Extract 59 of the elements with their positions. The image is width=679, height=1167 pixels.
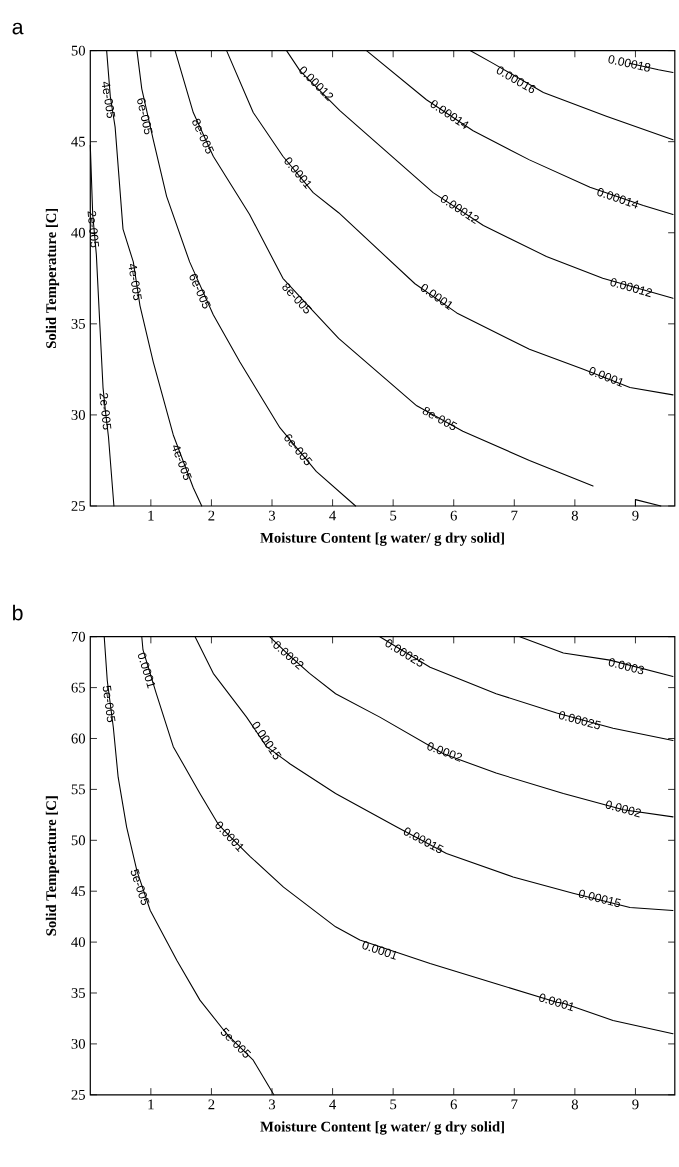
chart-title: a	[12, 22, 24, 35]
x-tick-label: 6	[450, 510, 457, 521]
y-tick-label: 30	[71, 1038, 86, 1049]
annotation: 5e-005	[130, 869, 150, 906]
x-tick-label: 4	[329, 510, 337, 521]
y-tick-label: 60	[71, 733, 86, 744]
x-tick-label: 8	[571, 510, 578, 521]
x-tick-label: 9	[632, 510, 639, 521]
x-tick-label: 6	[450, 1099, 457, 1110]
y-tick-label: 50	[71, 835, 86, 846]
x-tick-label: 9	[632, 1099, 639, 1110]
annotation: 4e-005	[172, 445, 192, 481]
annotation: 0.00018	[608, 55, 651, 72]
y-tick-label: 40	[71, 937, 86, 948]
y-tick-label: 40	[71, 227, 86, 238]
annotation: 6e-005	[137, 98, 153, 135]
annotation: 2e-005	[99, 393, 112, 430]
x-axis-title: Moisture Content [g water/ g dry solid]	[260, 532, 504, 546]
annotation: 0.0002	[605, 800, 641, 818]
y-tick-label: 50	[71, 45, 86, 56]
x-tick-label: 7	[511, 510, 518, 521]
y-tick-label: 45	[71, 136, 85, 147]
x-tick-label: 5	[390, 1099, 397, 1110]
x-tick-label: 4	[329, 1099, 337, 1110]
y-tick-label: 45	[71, 886, 85, 897]
y-tick-label: 25	[71, 1089, 85, 1100]
annotation: 0.0001	[138, 652, 156, 689]
annotation: 0.0001	[362, 941, 397, 960]
annotation: 2e-005	[87, 210, 100, 248]
y-tick-label: 55	[71, 784, 85, 795]
y-tick-label: 35	[71, 988, 85, 998]
x-tick-label: 2	[208, 1099, 215, 1110]
y-tick-label: 65	[71, 682, 85, 693]
y-tick-label: 30	[71, 409, 86, 420]
y-axis-title: Solid Temperature [C]	[45, 796, 60, 936]
x-tick-label: 5	[390, 510, 397, 521]
annotation: 4e-005	[102, 81, 116, 118]
x-tick-label: 1	[148, 510, 154, 521]
x-axis-title: Moisture Content [g water/ g dry solid]	[260, 1121, 504, 1135]
x-tick-label: 2	[208, 510, 215, 521]
x-tick-label: 8	[571, 1099, 578, 1110]
y-tick-label: 35	[71, 318, 85, 329]
annotation: 0.0001	[589, 367, 623, 387]
annotation: 0.00012	[610, 278, 652, 298]
y-axis-title: Solid Temperature [C]	[45, 208, 60, 348]
annotation: 0.0003	[608, 658, 644, 675]
annotation: 5e-005	[102, 685, 116, 723]
x-tick-label: 3	[269, 1099, 276, 1110]
chart-title: b	[13, 604, 23, 621]
annotation: 0.0001	[539, 993, 573, 1012]
x-tick-label: 1	[148, 1099, 154, 1110]
x-tick-label: 7	[511, 1099, 518, 1110]
y-tick-label: 25	[71, 501, 85, 511]
annotation: 0.00025	[558, 711, 601, 730]
x-tick-label: 3	[269, 510, 276, 521]
annotation: 0.00015	[578, 889, 621, 908]
annotation: 4e-005	[128, 263, 142, 301]
annotation: 0.0002	[427, 742, 463, 762]
y-tick-label: 70	[71, 631, 86, 642]
